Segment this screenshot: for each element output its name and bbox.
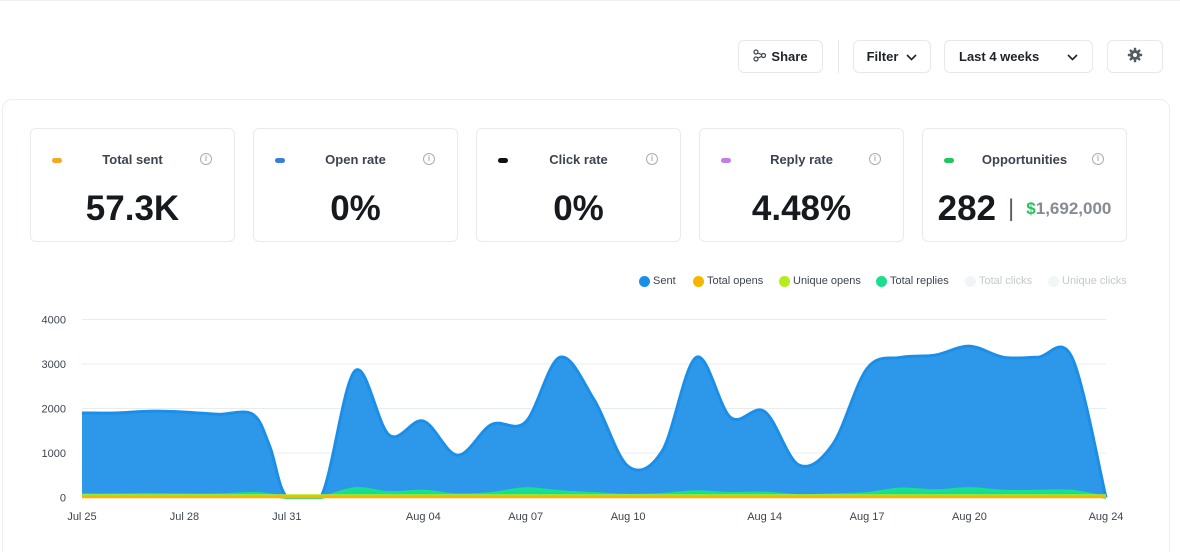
share-button[interactable]: Share bbox=[738, 40, 823, 73]
pipeline-amount: 1,692,000 bbox=[1035, 199, 1112, 218]
stat-value: 0% bbox=[553, 189, 604, 228]
stat-card-reply-rate: Reply rate i 4.48% bbox=[699, 128, 904, 242]
info-icon[interactable]: i bbox=[423, 153, 435, 165]
stat-value-group: 282 | $1,692,000 bbox=[923, 189, 1126, 229]
legend-dot bbox=[965, 275, 976, 287]
area-chart: 0 1000 2000 3000 4000 Jul 25 Jul 28 Jul 31 Aug 0… bbox=[42, 315, 1124, 524]
filter-label: Filter bbox=[866, 49, 899, 64]
x-tick-label: Aug 20 bbox=[952, 511, 987, 523]
filter-button[interactable]: Filter bbox=[853, 40, 931, 73]
toolbar: Share Filter Last 4 weeks bbox=[0, 40, 1180, 73]
stat-card-click-rate: Click rate i 0% bbox=[476, 128, 681, 242]
chevron-down-icon bbox=[906, 49, 917, 64]
series-color-marker bbox=[498, 158, 508, 163]
settings-button[interactable] bbox=[1107, 40, 1163, 73]
legend-label: Total opens bbox=[707, 275, 764, 287]
info-icon[interactable]: i bbox=[869, 153, 881, 165]
stat-card-open-rate: Open rate i 0% bbox=[253, 128, 458, 242]
legend-label: Unique opens bbox=[793, 275, 861, 287]
legend-dot bbox=[1048, 275, 1059, 287]
x-tick-label: Jul 31 bbox=[272, 511, 301, 523]
series-line-sent bbox=[81, 344, 1108, 499]
stat-value: 57.3K bbox=[85, 189, 180, 228]
legend-item-total-replies[interactable]: Total replies bbox=[876, 275, 949, 287]
series-area-sent bbox=[82, 346, 1106, 498]
chart-legend: Sent Total opens Unique opens Total repl… bbox=[0, 275, 1180, 289]
share-icon bbox=[753, 48, 767, 65]
legend-dot bbox=[639, 275, 650, 287]
x-tick-label: Aug 10 bbox=[611, 511, 646, 523]
legend-item-unique-clicks[interactable]: Unique clicks bbox=[1048, 275, 1127, 287]
legend-label: Unique clicks bbox=[1062, 275, 1127, 287]
series-color-marker bbox=[275, 158, 285, 163]
legend-item-total-opens[interactable]: Total opens bbox=[693, 275, 763, 287]
x-tick-label: Aug 04 bbox=[406, 511, 441, 523]
stat-label: Click rate bbox=[549, 152, 608, 167]
legend-dot bbox=[693, 275, 704, 287]
info-icon[interactable]: i bbox=[646, 153, 658, 165]
date-range-label: Last 4 weeks bbox=[959, 49, 1040, 64]
toolbar-divider bbox=[838, 40, 839, 73]
stat-value: 282 bbox=[937, 189, 997, 228]
stat-card-total-sent: Total sent i 57.3K bbox=[30, 128, 235, 242]
legend-dot bbox=[779, 275, 790, 287]
y-tick-label: 1000 bbox=[42, 448, 66, 460]
x-tick-label: Aug 24 bbox=[1089, 511, 1124, 523]
y-tick-label: 0 bbox=[60, 493, 66, 505]
value-separator: | bbox=[1008, 195, 1015, 222]
series-color-marker bbox=[944, 158, 954, 163]
legend-item-sent[interactable]: Sent bbox=[639, 275, 676, 287]
series-line-total-replies bbox=[81, 487, 1107, 499]
x-tick-label: Jul 28 bbox=[170, 511, 199, 523]
legend-dot bbox=[876, 275, 887, 287]
chevron-down-icon bbox=[1067, 49, 1078, 64]
stat-label: Open rate bbox=[325, 152, 386, 167]
stat-value: 4.48% bbox=[751, 189, 852, 228]
legend-item-unique-opens[interactable]: Unique opens bbox=[779, 275, 861, 287]
x-tick-label: Aug 07 bbox=[508, 511, 543, 523]
stat-label: Opportunities bbox=[981, 152, 1068, 167]
x-tick-label: Jul 25 bbox=[67, 511, 96, 523]
y-tick-label: 2000 bbox=[42, 404, 66, 416]
top-border bbox=[0, 0, 1180, 1]
x-tick-label: Aug 14 bbox=[747, 511, 782, 523]
legend-label: Sent bbox=[653, 275, 676, 287]
series-color-marker bbox=[721, 158, 731, 163]
currency-symbol: $ bbox=[1026, 199, 1036, 218]
y-tick-label: 4000 bbox=[42, 315, 66, 327]
pipeline-value: $1,692,000 bbox=[1026, 189, 1111, 229]
series-color-marker bbox=[52, 158, 62, 163]
info-icon[interactable]: i bbox=[1092, 153, 1104, 165]
y-tick-label: 3000 bbox=[42, 359, 66, 371]
gear-icon bbox=[1127, 47, 1143, 66]
x-tick-label: Aug 17 bbox=[850, 511, 885, 523]
legend-label: Total replies bbox=[890, 275, 949, 287]
legend-item-total-clicks[interactable]: Total clicks bbox=[965, 275, 1032, 287]
stat-card-opportunities: Opportunities i 282 | $1,692,000 bbox=[922, 128, 1127, 242]
stat-label: Total sent bbox=[102, 152, 163, 167]
legend-label: Total clicks bbox=[979, 275, 1033, 287]
info-icon[interactable]: i bbox=[200, 153, 212, 165]
share-label: Share bbox=[771, 49, 808, 64]
stat-value: 0% bbox=[330, 189, 381, 228]
stat-label: Reply rate bbox=[770, 152, 833, 167]
date-range-select[interactable]: Last 4 weeks bbox=[944, 40, 1093, 73]
